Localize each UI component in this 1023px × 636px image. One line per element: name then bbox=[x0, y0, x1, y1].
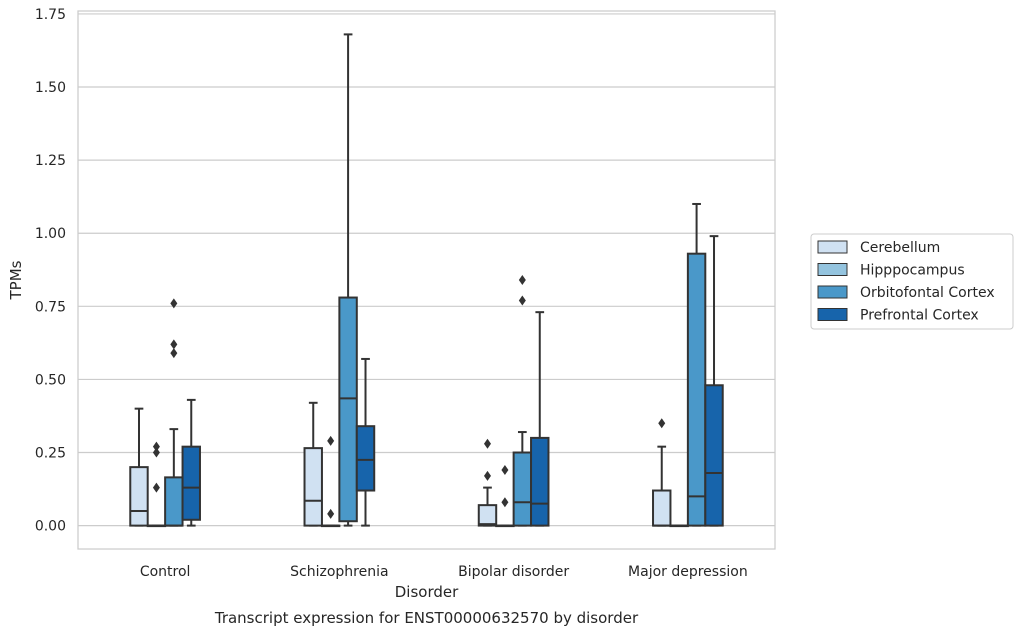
outlier-point bbox=[501, 497, 509, 508]
outlier-point bbox=[152, 441, 160, 452]
legend-label: Orbitofontal Cortex bbox=[860, 285, 995, 301]
box-0-3 bbox=[181, 398, 201, 527]
box-body bbox=[686, 252, 707, 527]
box-2-1 bbox=[495, 465, 515, 528]
box-3-1 bbox=[669, 524, 689, 528]
outlier-point bbox=[152, 482, 160, 493]
y-axis-title: TPMs bbox=[7, 260, 25, 300]
box-body bbox=[355, 425, 376, 492]
box-body bbox=[303, 447, 323, 527]
legend-label: Hipppocampus bbox=[860, 263, 965, 279]
x-tick-label: Major depression bbox=[628, 564, 748, 580]
box-1-1 bbox=[320, 435, 341, 528]
legend: Cerebellum Hipppocampus Orbitofontal Corte… bbox=[810, 233, 1014, 330]
box-body bbox=[704, 384, 724, 527]
x-tick-label: Bipolar disorder bbox=[458, 564, 569, 580]
outlier-point bbox=[518, 275, 526, 285]
y-tick-label: 0.75 bbox=[35, 299, 66, 315]
y-tick-label: 1.00 bbox=[35, 226, 66, 242]
legend-label: Prefrontal Cortex bbox=[860, 308, 979, 324]
chart-caption: Transcript expression for ENST0000063257… bbox=[214, 609, 639, 627]
box-body bbox=[530, 436, 550, 527]
box-body bbox=[181, 445, 201, 521]
y-tick-label: 0.25 bbox=[35, 446, 66, 462]
outlier-point bbox=[170, 298, 178, 309]
box-body bbox=[164, 476, 184, 527]
outlier-point bbox=[501, 465, 509, 476]
y-tick-label: 1.75 bbox=[35, 7, 66, 23]
box-2-3 bbox=[530, 311, 550, 527]
box-0-0 bbox=[129, 407, 149, 527]
y-tick-label: 0.00 bbox=[35, 519, 66, 535]
y-tick-label: 1.25 bbox=[35, 153, 66, 169]
box-3-3 bbox=[704, 235, 724, 527]
box-body bbox=[512, 451, 533, 527]
y-tick-labels: 0.00 0.25 0.50 0.75 1.00 1.25 1.50 1.75 bbox=[35, 7, 66, 535]
legend-swatch bbox=[817, 240, 848, 254]
outlier-point bbox=[658, 418, 666, 429]
x-tick-labels: Control Schizophrenia Bipolar disorder Majo… bbox=[140, 564, 748, 580]
legend-swatch bbox=[817, 263, 848, 276]
box-0-2 bbox=[164, 298, 184, 527]
boxes bbox=[129, 33, 724, 528]
box-1-3 bbox=[355, 357, 376, 527]
legend-swatch bbox=[817, 308, 848, 321]
plot-frame bbox=[77, 10, 776, 550]
outlier-point bbox=[327, 435, 335, 446]
legend-frame bbox=[810, 233, 1014, 330]
y-tick-label: 0.50 bbox=[35, 372, 66, 388]
outlier-point bbox=[152, 447, 160, 458]
legend-label: Cerebellum bbox=[860, 240, 940, 256]
x-axis-title: Disorder bbox=[395, 583, 459, 601]
outlier-point bbox=[483, 470, 491, 481]
outlier-point bbox=[483, 438, 491, 449]
legend-swatch bbox=[817, 285, 848, 299]
y-tick-label: 1.50 bbox=[35, 80, 66, 96]
box-body bbox=[652, 489, 672, 527]
box-1-2 bbox=[338, 33, 358, 527]
box-body bbox=[129, 466, 149, 527]
x-tick-label: Control bbox=[140, 564, 191, 580]
x-tick-label: Schizophrenia bbox=[290, 564, 388, 580]
outlier-point bbox=[170, 339, 178, 350]
outlier-point bbox=[518, 295, 526, 306]
box-body bbox=[477, 504, 498, 527]
box-1-0 bbox=[303, 401, 323, 527]
outlier-point bbox=[327, 508, 335, 519]
box-2-0 bbox=[477, 438, 498, 527]
box-3-0 bbox=[652, 418, 672, 527]
outlier-point bbox=[170, 348, 178, 359]
box-body bbox=[338, 296, 358, 523]
